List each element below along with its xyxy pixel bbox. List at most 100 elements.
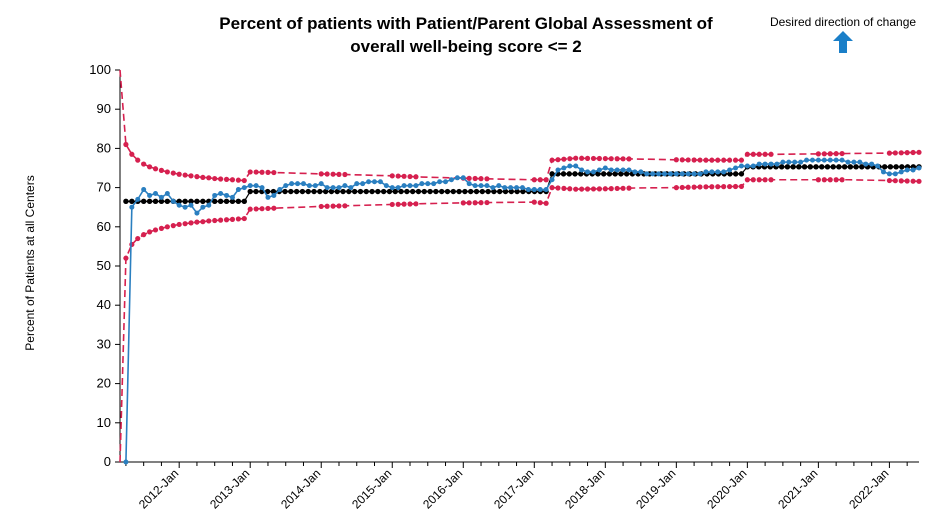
center-line-point bbox=[813, 164, 819, 170]
upper_limit-point bbox=[478, 176, 484, 182]
upper_limit-point bbox=[626, 156, 632, 162]
lower_limit-point bbox=[212, 217, 218, 224]
center-line-point bbox=[744, 164, 751, 170]
observed-point bbox=[188, 202, 194, 208]
lower_limit-point bbox=[401, 201, 407, 207]
center-line-point bbox=[710, 171, 716, 177]
center-line-point bbox=[415, 188, 422, 195]
center-line-point bbox=[612, 171, 618, 177]
observed-point bbox=[135, 196, 141, 202]
observed-point bbox=[330, 185, 336, 191]
observed-point bbox=[555, 167, 561, 173]
upper_limit-point bbox=[170, 170, 176, 176]
observed-point bbox=[360, 181, 366, 187]
lower_limit-point bbox=[679, 184, 685, 191]
upper_limit-point bbox=[549, 157, 555, 163]
observed-point bbox=[277, 187, 283, 193]
center-line-point bbox=[346, 188, 352, 195]
lower_limit-point bbox=[590, 186, 597, 192]
lower_limit-point bbox=[182, 221, 188, 227]
observed-point bbox=[295, 181, 301, 187]
upper_limit-point bbox=[715, 157, 721, 163]
upper_limit-point bbox=[146, 164, 153, 170]
observed-point bbox=[158, 194, 164, 200]
center-line-point bbox=[479, 188, 486, 195]
center-line-point bbox=[526, 188, 532, 195]
upper_limit-point bbox=[212, 175, 218, 182]
center-line-point bbox=[807, 164, 813, 170]
center-line-point bbox=[623, 171, 630, 177]
lower_limit-point bbox=[555, 185, 561, 191]
lower_limit-point bbox=[342, 203, 348, 209]
center-line-point bbox=[715, 171, 722, 177]
center-line-point bbox=[784, 164, 791, 170]
lower_limit-point bbox=[537, 200, 543, 206]
center-line-point bbox=[899, 164, 905, 170]
upper_limit-point bbox=[395, 173, 401, 179]
center-line-point bbox=[652, 171, 659, 177]
center-line-point bbox=[698, 171, 704, 177]
upper_limit-point bbox=[265, 169, 271, 175]
center-line-point bbox=[893, 164, 899, 170]
center-line-point bbox=[824, 164, 831, 170]
upper_limit-point bbox=[176, 171, 182, 177]
desired-direction-label: Desired direction of change bbox=[769, 15, 917, 29]
center-line-point bbox=[887, 164, 894, 170]
upper_limit-point bbox=[821, 151, 827, 157]
center-line-point bbox=[819, 164, 825, 170]
upper_limit-point bbox=[602, 155, 608, 162]
center-line-point bbox=[675, 171, 682, 177]
center-line-point bbox=[485, 188, 491, 195]
lower_limit-point bbox=[336, 203, 342, 209]
observed-point bbox=[786, 159, 792, 165]
observed-point bbox=[253, 183, 259, 189]
center-line-point bbox=[560, 171, 567, 177]
observed-point bbox=[792, 159, 798, 165]
observed-point bbox=[525, 187, 531, 193]
lower_limit-point bbox=[259, 206, 265, 212]
center-line-point bbox=[853, 164, 859, 170]
observed-point bbox=[389, 185, 395, 191]
observed-point bbox=[590, 169, 596, 175]
center-line-point bbox=[589, 171, 595, 177]
observed-point bbox=[218, 190, 224, 196]
observed-point bbox=[153, 190, 159, 196]
observed-point bbox=[123, 459, 129, 465]
center-line-point bbox=[462, 188, 468, 195]
observed-point bbox=[733, 165, 739, 171]
upper_limit-point bbox=[827, 151, 833, 157]
center-line-point bbox=[566, 171, 572, 177]
center-line-point bbox=[881, 164, 888, 170]
x-tick-label: 2015-Jan bbox=[349, 466, 394, 511]
center-line-point bbox=[601, 171, 607, 177]
lower_limit-point bbox=[815, 177, 821, 183]
center-line-point bbox=[369, 188, 375, 195]
observed-point bbox=[549, 177, 555, 183]
observed-point bbox=[756, 161, 762, 167]
center-line-point bbox=[618, 171, 624, 177]
lower_limit-point bbox=[188, 220, 194, 226]
observed-point bbox=[898, 169, 904, 175]
upper_limit-point bbox=[123, 141, 129, 148]
lower_limit-point bbox=[673, 185, 679, 191]
center-line-point bbox=[669, 171, 676, 177]
center-line-point bbox=[317, 188, 323, 195]
upper_limit-point bbox=[259, 169, 265, 175]
upper_limit-point bbox=[916, 149, 922, 155]
observed-point bbox=[892, 171, 898, 177]
upper_limit-point bbox=[336, 171, 342, 177]
center-line-point bbox=[398, 188, 404, 195]
observed-point bbox=[312, 183, 318, 189]
observed-point bbox=[875, 163, 881, 169]
upper_limit-point bbox=[531, 177, 537, 183]
observed-point bbox=[567, 163, 573, 169]
lower_limit-point bbox=[472, 200, 478, 206]
x-tick-label: 2017-Jan bbox=[491, 466, 536, 511]
lower_limit-point bbox=[123, 255, 129, 261]
observed-point bbox=[241, 185, 247, 191]
center-line-point bbox=[456, 188, 462, 195]
lower_limit-point bbox=[626, 185, 632, 191]
center-line-point bbox=[572, 171, 578, 177]
center-line-point bbox=[259, 188, 265, 195]
upper_limit-point bbox=[579, 155, 585, 161]
